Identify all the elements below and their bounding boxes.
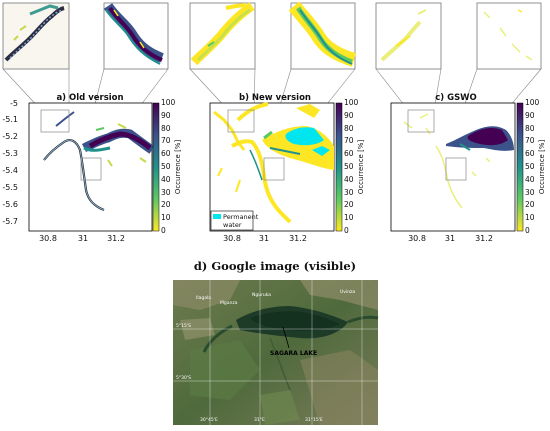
place-label: Mganza <box>220 300 238 306</box>
cb-tick: 30 <box>161 188 171 197</box>
cb-tick: 30 <box>344 188 354 197</box>
x-tick: 31 <box>445 234 455 243</box>
colorbar-label: Occurrence [%] <box>357 140 365 195</box>
panel-d-title: d) Google image (visible) <box>194 259 356 273</box>
y-tick: -5.1 <box>2 115 18 124</box>
panel-a-x-axis: 30.8 31 31.2 <box>39 234 125 243</box>
panel-c-title: c) GSWO <box>435 93 477 103</box>
panel-c-colorbar: 100 90 80 70 60 50 40 30 20 10 0 Occurre… <box>516 98 546 235</box>
cb-tick: 100 <box>525 98 540 107</box>
cb-tick: 40 <box>525 175 535 184</box>
place-label: Ilagala <box>196 295 211 301</box>
cb-tick: 70 <box>344 136 354 145</box>
panel-d: d) Google image (visible) Ilagala <box>173 259 379 425</box>
colorbar-label: Occurrence [%] <box>538 140 546 195</box>
sagara-lake-label: SAGARA LAKE <box>270 350 317 357</box>
x-tick: 30.8 <box>408 234 426 243</box>
x-tick: 31 <box>259 234 269 243</box>
place-label: Uvinza <box>340 289 355 295</box>
cb-tick: 0 <box>161 226 166 235</box>
cb-tick: 20 <box>525 200 535 209</box>
panel-a-colorbar: 100 90 80 70 60 50 40 30 20 10 0 Occurre… <box>152 98 182 235</box>
panel-b: b) New version Permanent water 30.8 31 3… <box>189 1 365 243</box>
lon-label: 31°E <box>254 417 265 423</box>
cb-tick: 10 <box>525 213 535 222</box>
cb-tick: 60 <box>344 149 354 158</box>
inset-c-right <box>476 2 542 70</box>
x-tick: 31.2 <box>289 234 307 243</box>
y-tick: -5.7 <box>2 217 18 226</box>
x-tick: 31.2 <box>475 234 493 243</box>
panel-b-colorbar: 100 90 80 70 60 50 40 30 20 10 0 Occurre… <box>335 98 365 235</box>
inset-c-left <box>375 2 442 70</box>
cb-tick: 100 <box>344 98 359 107</box>
panel-a-title: a) Old version <box>56 93 123 103</box>
cb-tick: 30 <box>525 188 535 197</box>
colorbar-label: Occurrence [%] <box>174 140 182 195</box>
panel-b-x-axis: 30.8 31 31.2 <box>223 234 307 243</box>
cb-tick: 20 <box>344 200 354 209</box>
lat-label: 5°15'S <box>176 323 191 329</box>
cb-tick: 80 <box>344 124 354 133</box>
panel-a: a) Old version -5 -5.1 -5.2 -5.3 -5.4 -5… <box>2 2 182 243</box>
legend-label-1: Permanent <box>223 213 259 221</box>
panel-a-y-axis: -5 -5.1 -5.2 -5.3 -5.4 -5.5 -5.6 -5.7 <box>2 99 18 226</box>
inset-b-left <box>189 2 256 70</box>
lon-label: 31°15'E <box>305 417 323 423</box>
cb-tick: 70 <box>161 136 171 145</box>
y-tick: -5.6 <box>2 200 18 209</box>
satellite-image: Ilagala Nguruka Uvinza Mganza 5°15'S 5°3… <box>173 280 379 425</box>
y-tick: -5.2 <box>2 132 18 141</box>
cb-tick: 90 <box>161 111 171 120</box>
cb-tick: 50 <box>344 162 354 171</box>
inset-a-left <box>2 2 70 70</box>
cb-tick: 40 <box>161 175 171 184</box>
x-tick: 30.8 <box>223 234 241 243</box>
cb-tick: 10 <box>161 213 171 222</box>
cb-tick: 100 <box>161 98 176 107</box>
y-tick: -5.3 <box>2 149 18 158</box>
place-label: Nguruka <box>252 292 271 298</box>
lat-label: 5°30'S <box>176 375 191 381</box>
cb-tick: 80 <box>161 124 171 133</box>
inset-a-right <box>103 2 169 70</box>
cb-tick: 60 <box>525 149 535 158</box>
cb-tick: 80 <box>525 124 535 133</box>
inset-b-right <box>288 1 357 70</box>
cb-tick: 50 <box>161 162 171 171</box>
y-tick: -5.5 <box>2 183 18 192</box>
y-tick: -5.4 <box>2 166 18 175</box>
cb-tick: 90 <box>525 111 535 120</box>
cb-tick: 40 <box>344 175 354 184</box>
cb-tick: 70 <box>525 136 535 145</box>
y-tick: -5 <box>10 99 18 108</box>
lon-label: 30°45'E <box>200 417 218 423</box>
panel-c-x-axis: 30.8 31 31.2 <box>408 234 493 243</box>
x-tick: 31 <box>78 234 88 243</box>
cb-tick: 0 <box>344 226 349 235</box>
x-tick: 31.2 <box>107 234 125 243</box>
lake-pointer <box>282 326 290 349</box>
cb-tick: 90 <box>344 111 354 120</box>
panel-c: c) GSWO 30.8 31 31.2 100 90 80 70 60 50 … <box>375 2 546 243</box>
cb-tick: 60 <box>161 149 171 158</box>
legend-swatch <box>213 214 221 219</box>
cb-tick: 0 <box>525 226 530 235</box>
legend-label-2: water <box>223 221 242 229</box>
panel-b-title: b) New version <box>239 93 311 103</box>
x-tick: 30.8 <box>39 234 57 243</box>
cb-tick: 10 <box>344 213 354 222</box>
cb-tick: 20 <box>161 200 171 209</box>
cb-tick: 50 <box>525 162 535 171</box>
legend-permanent-water: Permanent water <box>210 210 259 231</box>
